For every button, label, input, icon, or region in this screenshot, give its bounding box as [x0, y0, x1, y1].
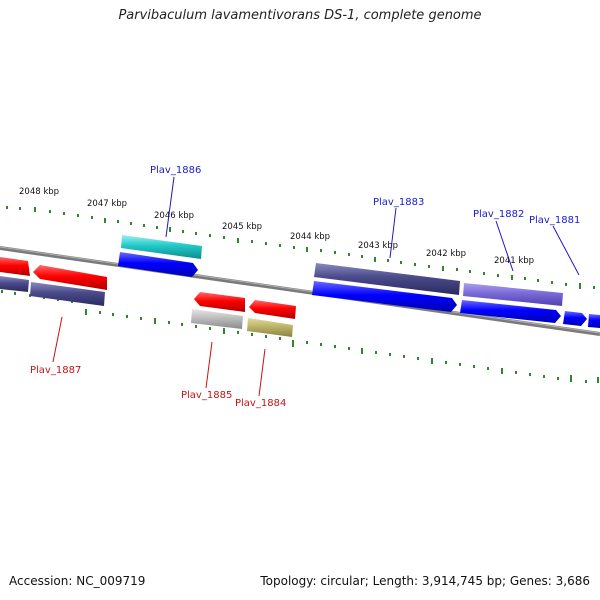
gene-plav-1883[interactable] [314, 263, 460, 295]
gene-plav-1881[interactable] [563, 311, 587, 326]
genome-summary-text: Topology: circular; Length: 3,914,745 bp… [260, 574, 590, 588]
gene-forward-edge[interactable] [588, 314, 600, 328]
gene-plav-1884[interactable] [247, 318, 293, 337]
gene-reverse-red-left[interactable] [0, 257, 30, 276]
label-plav-1881[interactable]: Plav_1881 [529, 215, 580, 226]
inner-tick-ring [1, 290, 599, 383]
callout-lines [52, 176, 580, 397]
scale-label-2046: 2046 kbp [154, 211, 194, 221]
gene-plav-1886-cyan[interactable] [121, 235, 202, 259]
gene-reverse-navy-left[interactable] [0, 276, 29, 292]
scale-label-2043: 2043 kbp [358, 241, 398, 251]
gene-plav-1886[interactable] [118, 252, 198, 277]
gene-plav-1887[interactable] [30, 282, 105, 306]
label-plav-1883[interactable]: Plav_1883 [373, 197, 424, 208]
gene-plav-1885[interactable] [191, 309, 243, 329]
scale-label-2048: 2048 kbp [19, 187, 59, 197]
gene-plav-1882[interactable] [463, 283, 563, 306]
label-plav-1887[interactable]: Plav_1887 [30, 365, 81, 376]
outer-tick-ring [6, 206, 595, 289]
scale-label-2041: 2041 kbp [494, 256, 534, 266]
scale-label-2047: 2047 kbp [87, 199, 127, 209]
gene-plav-1884-red[interactable] [249, 300, 296, 319]
label-plav-1884[interactable]: Plav_1884 [235, 398, 286, 409]
gene-plav-1887-red[interactable] [33, 265, 107, 290]
gene-plav-1885-red[interactable] [194, 292, 245, 312]
gene-forward-blue-long[interactable] [312, 281, 457, 312]
scale-label-2042: 2042 kbp [426, 249, 466, 259]
gene-plav-1882-blue[interactable] [460, 300, 561, 323]
map-title: Parvibaculum lavamentivorans DS-1, compl… [118, 8, 482, 23]
scale-label-2044: 2044 kbp [290, 232, 330, 242]
accession-text: Accession: NC_009719 [9, 574, 146, 588]
label-plav-1886[interactable]: Plav_1886 [150, 165, 201, 176]
label-plav-1882[interactable]: Plav_1882 [473, 209, 524, 220]
scale-label-2045: 2045 kbp [222, 222, 262, 232]
label-plav-1885[interactable]: Plav_1885 [181, 390, 232, 401]
